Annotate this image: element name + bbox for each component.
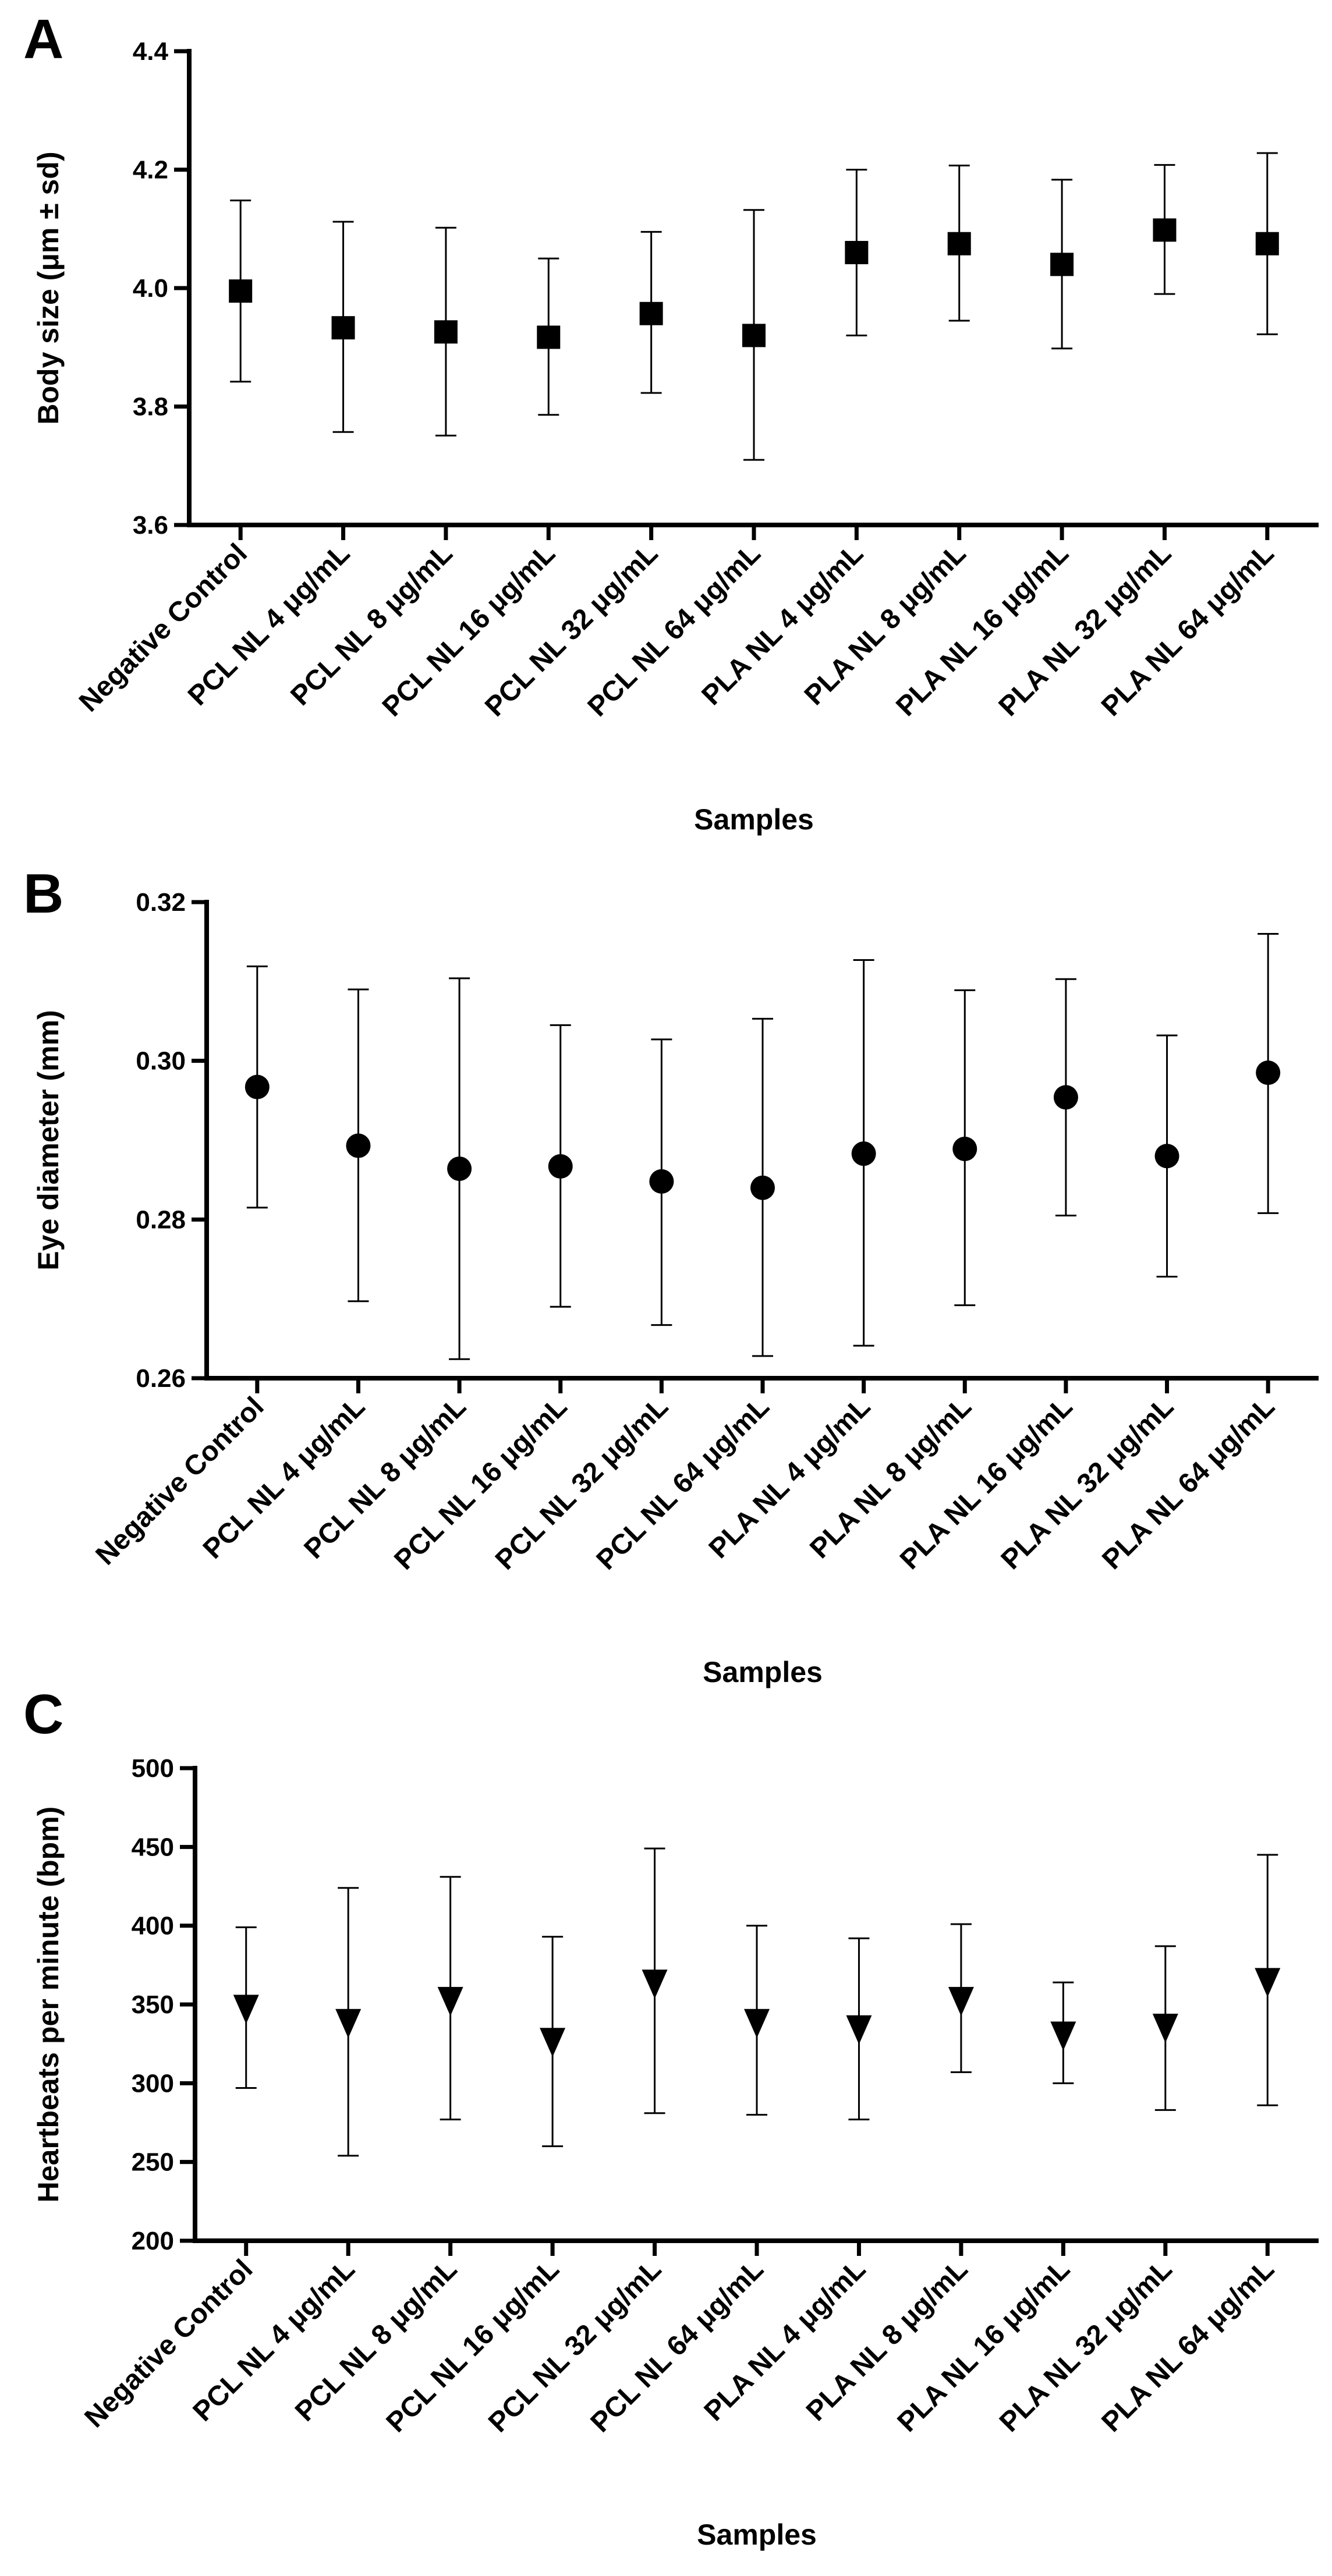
data-point-square xyxy=(845,240,869,264)
x-axis-title: Samples xyxy=(703,1656,823,1688)
panel-b: B Eye diameter (mm) Samples 0.26 0.28 0.30… xyxy=(23,863,1319,1688)
data-point-triangle xyxy=(437,1986,463,2016)
y-tick-label: 300 xyxy=(132,2069,174,2098)
data-point-circle xyxy=(447,1156,472,1181)
x-axis-title: Samples xyxy=(694,803,814,836)
category-label: PCL NL 64 μg/mL xyxy=(591,1391,775,1576)
y-tick-label: 3.8 xyxy=(133,393,168,421)
y-tick-label: 200 xyxy=(132,2227,174,2255)
panel-letter: B xyxy=(23,863,63,925)
y-axis-title: Heartbeats per minute (bpm) xyxy=(32,1807,65,2203)
category-label: PCL NL 64 μg/mL xyxy=(585,2254,770,2438)
category-label: PLA NL 64 μg/mL xyxy=(1096,538,1280,722)
category-label: PLA NL 64 μg/mL xyxy=(1096,1391,1281,1576)
y-tick-label: 450 xyxy=(132,1833,174,1861)
category-label: PCL NL 32 μg/mL xyxy=(490,1391,674,1576)
y-tick-label: 0.28 xyxy=(136,1205,186,1234)
y-tick-label: 3.6 xyxy=(133,511,168,540)
data-point-triangle xyxy=(233,1995,259,2024)
data-point-square xyxy=(1153,218,1177,242)
category-label: PLA NL 32 μg/mL xyxy=(994,2254,1178,2438)
category-label: PCL NL 16 μg/mL xyxy=(377,538,561,722)
data-point-circle xyxy=(1154,1144,1179,1169)
category-label: PLA NL 32 μg/mL xyxy=(993,538,1178,722)
category-label: PCL NL 16 μg/mL xyxy=(381,2254,565,2438)
data-point-square xyxy=(229,279,253,303)
data-point-triangle xyxy=(1152,2013,1178,2043)
panel-letter: A xyxy=(23,8,63,70)
y-tick-label: 400 xyxy=(132,1912,174,1940)
data-point-triangle xyxy=(642,1970,668,1999)
y-tick-label: 250 xyxy=(132,2148,174,2177)
x-axis-title: Samples xyxy=(697,2518,817,2551)
y-tick-label: 0.32 xyxy=(136,888,186,917)
data-point-circle xyxy=(346,1133,371,1158)
data-point-square xyxy=(947,232,971,256)
y-tick-label: 4.2 xyxy=(133,156,168,184)
data-point-circle xyxy=(851,1141,876,1166)
data-point-circle xyxy=(952,1136,977,1161)
y-tick-label: 4.0 xyxy=(133,274,168,303)
category-label: PCL NL 32 μg/mL xyxy=(479,538,664,722)
data-point-triangle xyxy=(1255,1968,1281,1997)
panel-c: C Heartbeats per minute (bpm) Samples 20… xyxy=(23,1683,1319,2551)
panel-letter: C xyxy=(23,1683,63,1745)
data-point-triangle xyxy=(948,1986,974,2016)
data-point-triangle xyxy=(744,2009,770,2038)
data-point-square xyxy=(742,324,766,347)
data-point-triangle xyxy=(540,2028,566,2057)
data-point-square xyxy=(639,301,663,325)
data-point-circle xyxy=(548,1154,573,1179)
y-tick-label: 350 xyxy=(132,1990,174,2019)
data-point-circle xyxy=(750,1175,775,1200)
y-tick-label: 500 xyxy=(132,1754,174,1783)
y-axis-title: Eye diameter (mm) xyxy=(32,1010,65,1270)
category-label: PLA NL 16 μg/mL xyxy=(894,1391,1079,1576)
data-point-square xyxy=(537,325,561,349)
y-tick-label: 0.26 xyxy=(136,1364,186,1393)
data-point-square xyxy=(1050,253,1074,276)
data-point-circle xyxy=(1053,1085,1078,1110)
data-point-triangle xyxy=(846,2015,872,2045)
data-point-square xyxy=(434,320,458,344)
category-label: PCL NL 64 μg/mL xyxy=(582,538,767,722)
data-point-circle xyxy=(245,1074,270,1099)
data-point-triangle xyxy=(1050,2021,1076,2051)
data-point-circle xyxy=(649,1169,674,1194)
category-label: PLA NL 16 μg/mL xyxy=(890,538,1075,722)
category-label: Negative Control xyxy=(90,1391,270,1571)
category-label: PLA NL 32 μg/mL xyxy=(996,1391,1180,1576)
category-label: PCL NL 16 μg/mL xyxy=(388,1391,573,1576)
data-point-circle xyxy=(1256,1060,1281,1085)
y-axis-title: Body size (μm ± sd) xyxy=(32,151,65,424)
data-point-square xyxy=(331,316,355,340)
panel-a: A Body size (μm ± sd) Samples 3.6 3.8 4.0 4… xyxy=(23,8,1319,836)
category-label: Negative Control xyxy=(73,538,253,718)
category-label: Negative Control xyxy=(79,2254,258,2433)
data-point-square xyxy=(1255,232,1279,256)
category-label: PLA NL 16 μg/mL xyxy=(892,2254,1076,2438)
category-label: PLA NL 64 μg/mL xyxy=(1096,2254,1280,2438)
category-label: PCL NL 32 μg/mL xyxy=(483,2254,667,2438)
y-tick-label: 4.4 xyxy=(133,37,169,66)
y-tick-label: 0.30 xyxy=(136,1047,186,1076)
data-point-triangle xyxy=(335,2009,362,2038)
